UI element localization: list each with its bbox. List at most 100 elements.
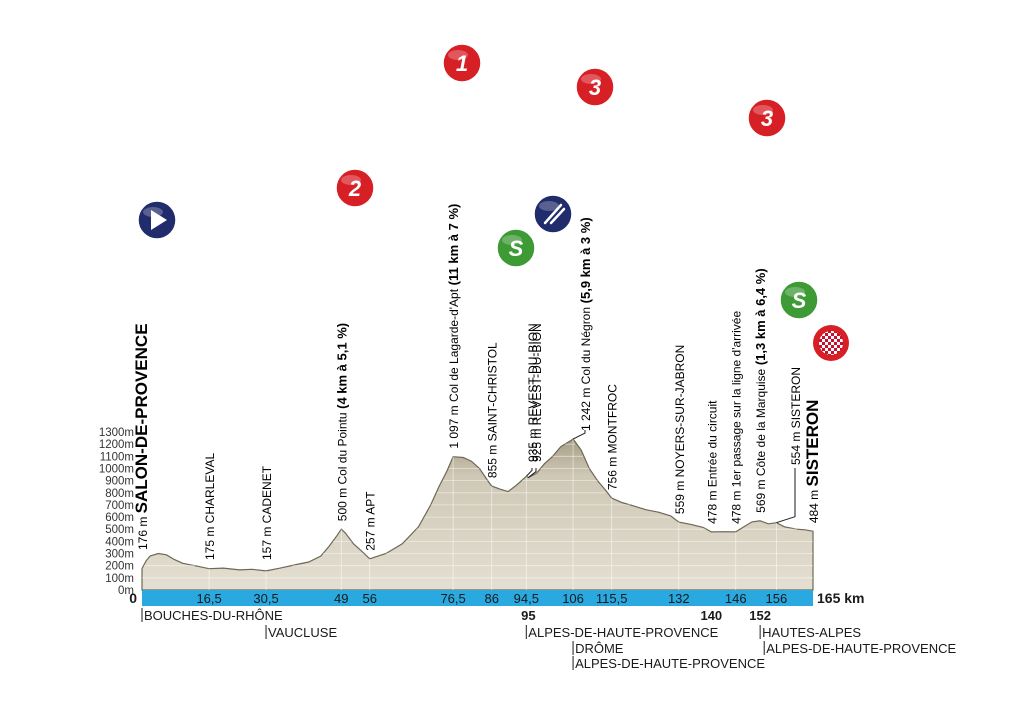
x-secondary-label: 140 xyxy=(700,608,722,623)
x-tick-label: 76,5 xyxy=(440,591,465,606)
waypoint-label: 157 m CADENET xyxy=(260,465,274,560)
department-label: VAUCLUSE xyxy=(268,625,337,640)
department-label: ALPES-DE-HAUTE-PROVENCE xyxy=(575,656,765,671)
waypoint-label: 935 m REVEST-DU-BION xyxy=(526,323,540,462)
x-tick-label: 49 xyxy=(334,591,348,606)
y-tick-label: 800m xyxy=(105,488,134,500)
waypoint-altitude: 756 m xyxy=(606,453,620,490)
x-secondary-label: 152 xyxy=(749,608,771,623)
waypoint-name: SALON-DE-PROVENCE xyxy=(132,323,151,513)
waypoint-altitude: 1 242 m xyxy=(579,384,593,431)
waypoint-label: 257 m APT xyxy=(364,491,378,551)
x-tick-label: 115,5 xyxy=(596,591,628,606)
x-tick-label: 56 xyxy=(362,591,376,606)
waypoint-name: CADENET xyxy=(260,465,274,523)
y-tick-label: 1000m xyxy=(99,463,134,475)
x-tick-label: 16,5 xyxy=(196,591,221,606)
waypoint-name: 1er passage sur la ligne d'arrivée xyxy=(730,311,744,488)
waypoint-name: APT xyxy=(364,491,378,515)
waypoint-name: Côte de la Marquise xyxy=(754,368,768,476)
badge-shine xyxy=(753,105,773,115)
x-tick-label: 106 xyxy=(562,591,584,606)
waypoint-climb-stats: (1,3 km à 6,4 %) xyxy=(753,268,768,368)
waypoint-altitude: 855 m xyxy=(486,441,500,478)
leader-line xyxy=(525,468,533,477)
waypoint-altitude: 484 m xyxy=(807,486,821,523)
department-labels: BOUCHES-DU-RHÔNE VAUCLUSE ALPES-DE-HAUTE-P… xyxy=(141,608,957,671)
department-label: BOUCHES-DU-RHÔNE xyxy=(144,608,283,623)
waypoint-name: Entrée du circuit xyxy=(705,400,719,487)
waypoint-altitude: 925 m xyxy=(530,425,544,462)
waypoint-label: 500 m Col du Pointu (4 km à 5,1 %) xyxy=(334,323,349,521)
waypoint-label: 554 m SISTERON xyxy=(789,367,803,465)
leader-line xyxy=(528,468,537,478)
climb-badge: 3 xyxy=(747,98,787,138)
waypoint-name: SISTERON xyxy=(789,367,803,428)
waypoint-name: REVEST-DU-BION xyxy=(530,323,544,425)
y-tick-label: 300m xyxy=(105,549,134,561)
badge-shine xyxy=(502,235,522,245)
waypoint-label: 569 m Côte de la Marquise (1,3 km à 6,4 … xyxy=(753,268,768,513)
waypoint-altitude: 176 m xyxy=(136,513,150,550)
climb-badge: 1 xyxy=(442,43,482,83)
feed-badge xyxy=(533,194,573,234)
badge-circle xyxy=(335,168,375,208)
y-tick-label: 1300m xyxy=(99,427,134,439)
waypoint-name: SAINT-CHRISTOL xyxy=(486,342,500,441)
finish-badge xyxy=(813,325,849,361)
x-tick-label: 94,5 xyxy=(514,591,539,606)
badge-circle xyxy=(442,43,482,83)
sprint-badge: S xyxy=(779,280,819,320)
x-end-label: 165 km xyxy=(817,590,864,606)
climb-category-label: 3 xyxy=(761,106,773,131)
waypoint-name: CHARLEVAL xyxy=(203,453,217,524)
terrain-fill xyxy=(141,438,814,591)
waypoint-climb-stats: (11 km à 7 %) xyxy=(446,204,461,289)
waypoint-name: REVEST-DU-BION xyxy=(526,323,540,425)
waypoint-altitude: 935 m xyxy=(526,425,540,462)
y-tick-label: 200m xyxy=(105,561,134,573)
waypoint-altitude: 175 m xyxy=(203,523,217,560)
waypoint-label: 175 m CHARLEVAL xyxy=(203,453,217,560)
waypoint-name: Col de Lagarde-d'Apt xyxy=(447,288,461,402)
start-arrow-icon xyxy=(151,210,167,230)
badge-shine xyxy=(341,175,361,185)
waypoint-annotations: 176 m SALON-DE-PROVENCE 175 m CHARLEVAL 15… xyxy=(132,204,822,560)
axis-bar-fill xyxy=(142,590,813,606)
waypoint-name: Col du Négron xyxy=(579,307,593,384)
stage-badges: 2 1 S 3 3 S xyxy=(137,43,849,361)
y-tick-label: 600m xyxy=(105,512,134,524)
badge-circle xyxy=(779,280,819,320)
department-label: HAUTES-ALPES xyxy=(762,625,861,640)
y-tick-label: 1200m xyxy=(99,439,134,451)
waypoint-climb-stats: (5,9 km à 3 %) xyxy=(578,217,593,307)
x-tick-label: 156 xyxy=(766,591,788,606)
waypoint-altitude: 569 m xyxy=(754,476,768,513)
badge-circle xyxy=(496,228,536,268)
badge-shine xyxy=(581,74,601,84)
badge-shine xyxy=(448,50,468,60)
x-tick-label: 146 xyxy=(725,591,747,606)
x-tick-label: 132 xyxy=(668,591,690,606)
waypoint-label: 756 m MONTFROC xyxy=(606,384,620,490)
waypoint-name: NOYERS-SUR-JABRON xyxy=(673,345,687,478)
climb-category-label: 1 xyxy=(456,51,468,76)
y-tick-label: 1100m xyxy=(100,451,134,463)
y-tick-label: 500m xyxy=(105,524,134,536)
y-axis: 0m100m200m300m400m500m600m700m800m900m10… xyxy=(99,427,134,597)
waypoint-label: 176 m SALON-DE-PROVENCE xyxy=(132,323,151,550)
terrain-area xyxy=(141,438,814,591)
y-tick-label: 400m xyxy=(105,536,134,548)
x-tick-label-start: 0 xyxy=(129,590,137,606)
climb-badge: 2 xyxy=(335,168,375,208)
department-label: ALPES-DE-HAUTE-PROVENCE xyxy=(766,641,956,656)
waypoint-label: 855 m SAINT-CHRISTOL xyxy=(486,342,500,478)
climb-category-label: 3 xyxy=(589,75,601,100)
badge-circle xyxy=(575,67,615,107)
waypoint-climb-stats: (4 km à 5,1 %) xyxy=(334,323,349,413)
department-label: DRÔME xyxy=(575,641,624,656)
waypoint-label: 484 m SISTERON xyxy=(803,400,822,524)
badge-shine xyxy=(785,287,805,297)
y-tick-label: 900m xyxy=(105,476,134,488)
